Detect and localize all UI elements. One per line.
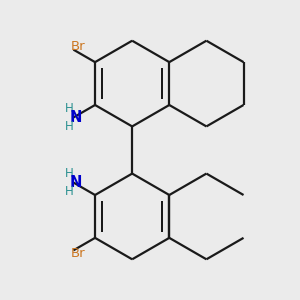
Text: Br: Br: [70, 248, 85, 260]
Text: H: H: [65, 167, 74, 180]
Text: Br: Br: [70, 40, 85, 52]
Text: H: H: [65, 185, 74, 198]
Text: N: N: [69, 175, 82, 190]
Text: H: H: [65, 102, 74, 115]
Text: H: H: [65, 120, 74, 133]
Text: N: N: [69, 110, 82, 125]
